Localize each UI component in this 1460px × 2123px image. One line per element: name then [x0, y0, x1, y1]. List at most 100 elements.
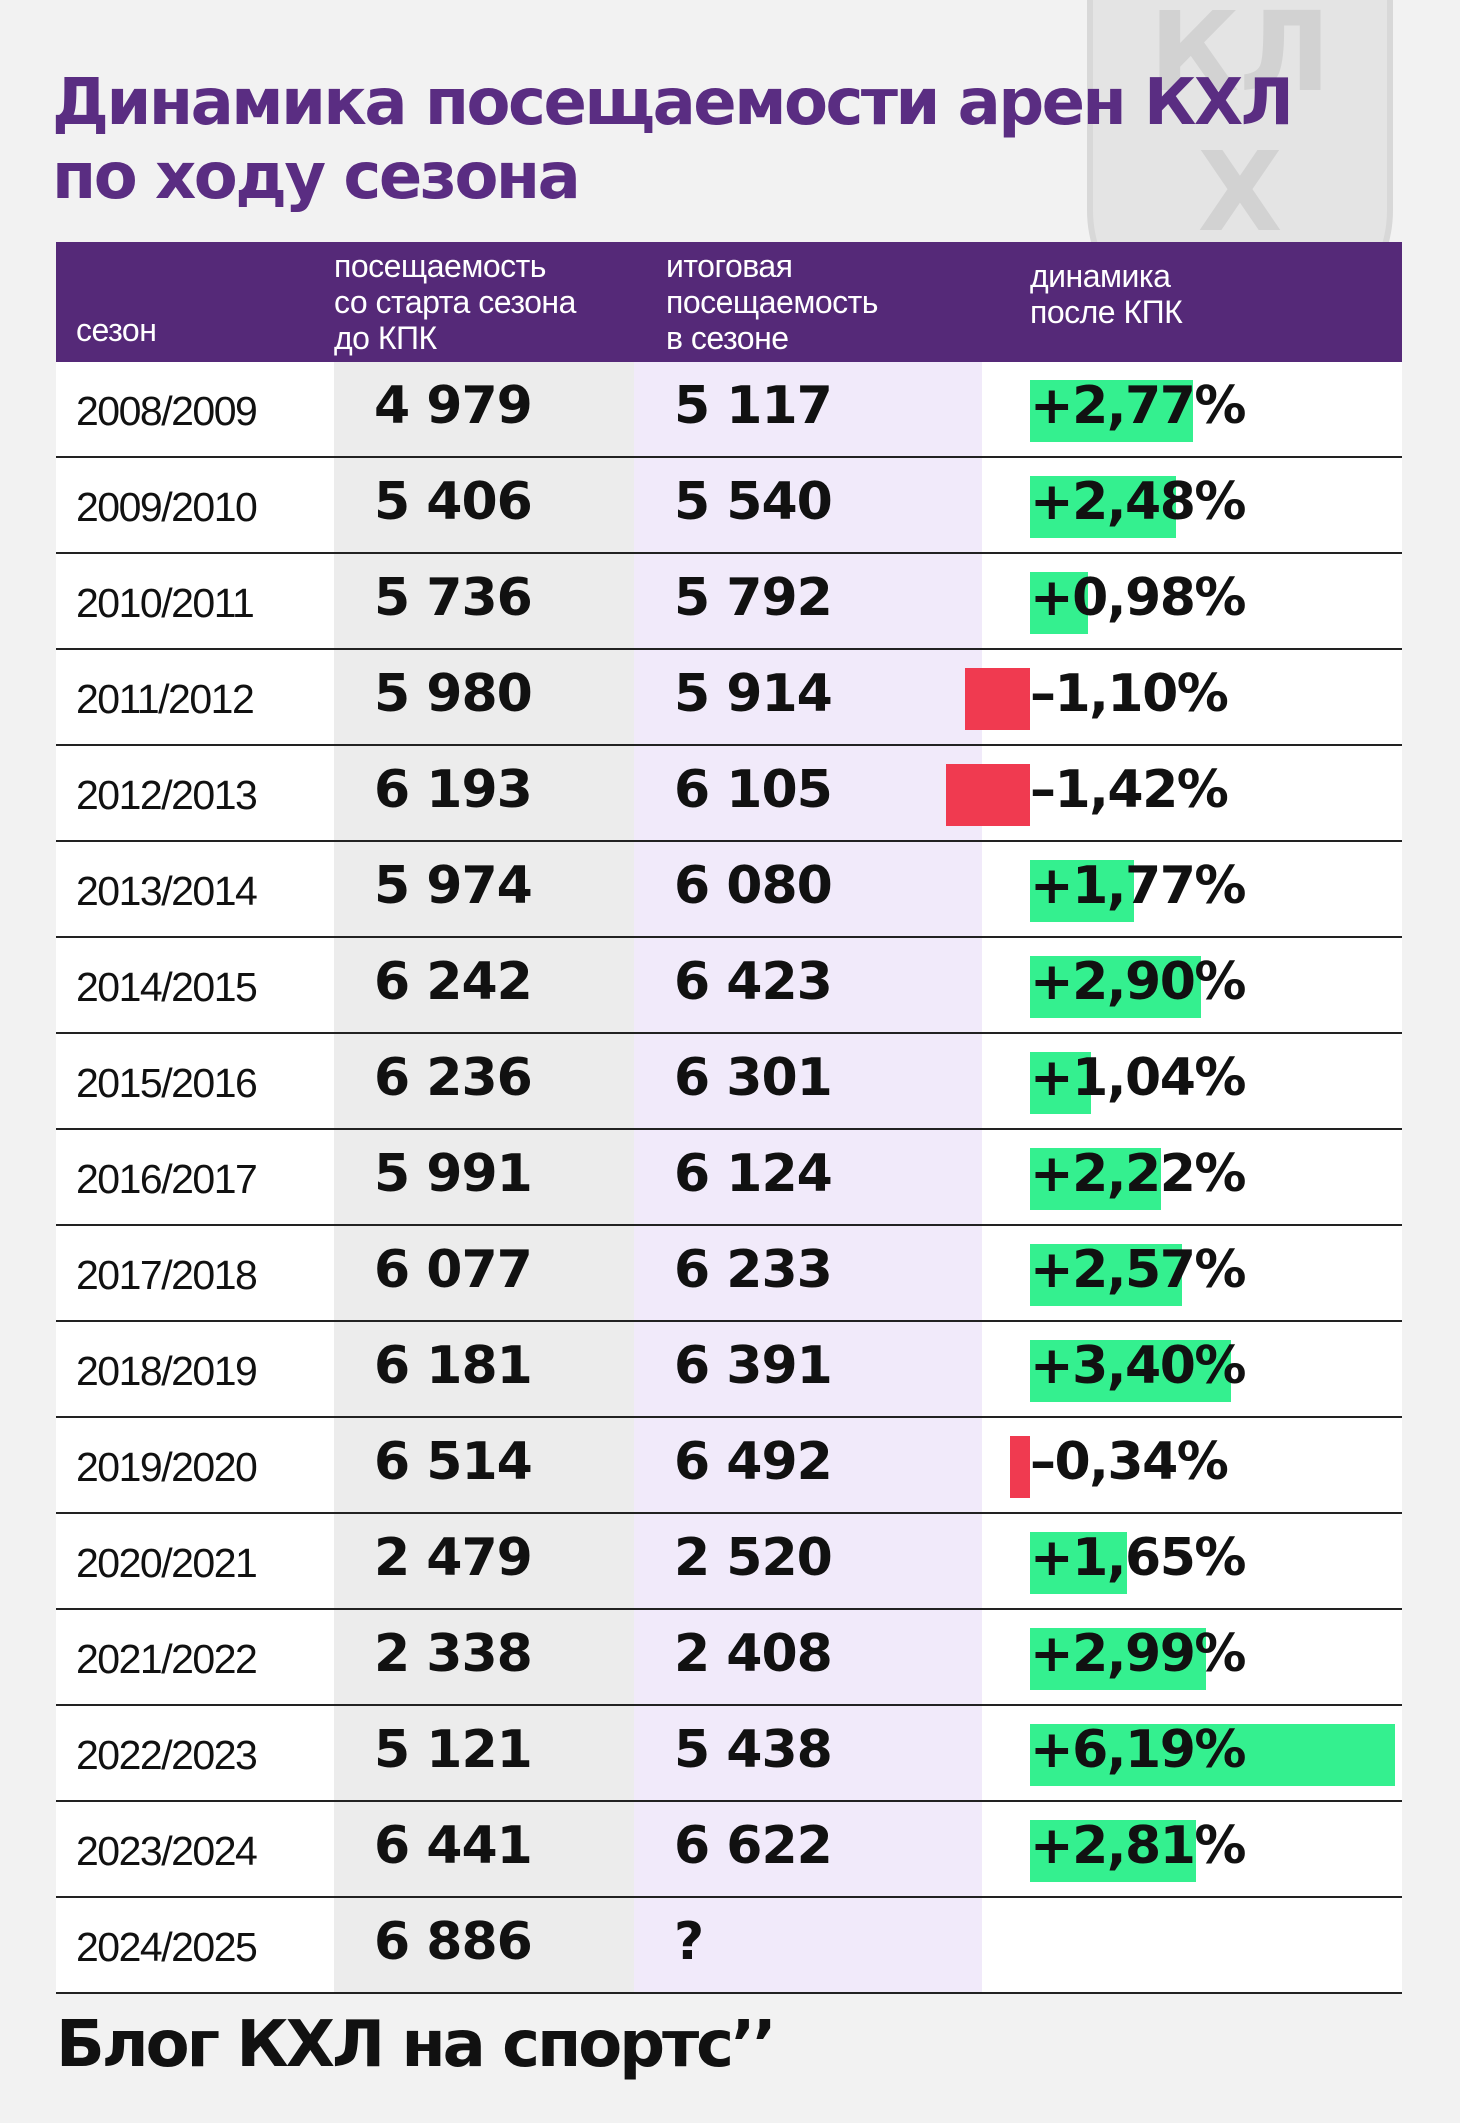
table-row: 2011/2012 5 980 5 914 –1,10% — [56, 650, 1402, 746]
column-shade-final — [634, 458, 982, 552]
positive-change-bar — [1030, 1724, 1396, 1786]
positive-change-bar — [1030, 956, 1202, 1018]
column-shade — [334, 1130, 634, 1224]
attendance-final-cell: 6 423 — [674, 952, 833, 1012]
positive-change-bar — [1030, 1628, 1207, 1690]
header-attendance-final: итоговая посещаемость в сезоне — [666, 248, 878, 356]
column-shade-final — [634, 554, 982, 648]
season-cell: 2021/2022 — [76, 1636, 258, 1682]
season-cell: 2011/2012 — [76, 676, 255, 722]
change-cell: –1,42% — [1030, 760, 1229, 820]
attendance-before-cell: 5 406 — [374, 472, 533, 532]
season-cell: 2014/2015 — [76, 964, 258, 1010]
positive-change-bar — [1030, 476, 1177, 538]
column-shade — [334, 458, 634, 552]
column-shade-final — [634, 650, 982, 744]
attendance-final-cell: 5 792 — [674, 568, 833, 628]
attendance-final-cell: 2 520 — [674, 1528, 833, 1588]
positive-change-bar — [1030, 572, 1088, 634]
attendance-final-cell: ? — [674, 1912, 704, 1972]
table-row: 2013/2014 5 974 6 080 +1,77% — [56, 842, 1402, 938]
column-shade-final — [634, 1418, 982, 1512]
season-cell: 2009/2010 — [76, 484, 258, 530]
attendance-final-cell: 5 540 — [674, 472, 833, 532]
change-cell: +2,90% — [1030, 952, 1246, 1012]
column-shade-final — [634, 746, 982, 840]
season-cell: 2019/2020 — [76, 1444, 258, 1490]
column-shade-final — [634, 1514, 982, 1608]
column-shade — [334, 1514, 634, 1608]
attendance-table: сезон посещаемость со старта сезона до К… — [56, 242, 1402, 1994]
season-cell: 2016/2017 — [76, 1156, 258, 1202]
attendance-before-cell: 6 193 — [374, 760, 533, 820]
attendance-before-cell: 6 236 — [374, 1048, 533, 1108]
positive-change-bar — [1030, 1340, 1231, 1402]
column-shade — [334, 1322, 634, 1416]
column-shade — [334, 1034, 634, 1128]
attendance-final-cell: 6 080 — [674, 856, 833, 916]
column-shade — [334, 1610, 634, 1704]
positive-change-bar — [1030, 860, 1135, 922]
attendance-final-cell: 6 391 — [674, 1336, 833, 1396]
column-shade-final — [634, 1610, 982, 1704]
season-cell: 2022/2023 — [76, 1732, 258, 1778]
table-row: 2016/2017 5 991 6 124 +2,22% — [56, 1130, 1402, 1226]
change-cell: +2,81% — [1030, 1816, 1246, 1876]
footer-brand: Блог КХЛ на спортс’’ — [56, 2008, 777, 2082]
positive-change-bar — [1030, 1052, 1092, 1114]
attendance-before-cell: 5 974 — [374, 856, 533, 916]
season-cell: 2008/2009 — [76, 388, 258, 434]
page-title: Динамика посещаемости арен КХЛ по ходу с… — [52, 66, 1432, 214]
attendance-final-cell: 6 233 — [674, 1240, 833, 1300]
attendance-before-cell: 6 441 — [374, 1816, 533, 1876]
attendance-before-cell: 6 181 — [374, 1336, 533, 1396]
table-header: сезон посещаемость со старта сезона до К… — [56, 242, 1402, 362]
change-cell: –0,34% — [1030, 1432, 1229, 1492]
attendance-before-cell: 5 121 — [374, 1720, 533, 1780]
season-cell: 2020/2021 — [76, 1540, 258, 1586]
attendance-before-cell: 5 980 — [374, 664, 533, 724]
column-shade — [334, 938, 634, 1032]
attendance-before-cell: 6 514 — [374, 1432, 533, 1492]
change-cell: +6,19% — [1030, 1720, 1246, 1780]
header-dynamics: динамика после КПК — [1030, 258, 1183, 330]
positive-change-bar — [1030, 1244, 1182, 1306]
attendance-final-cell: 6 105 — [674, 760, 833, 820]
attendance-before-cell: 5 991 — [374, 1144, 533, 1204]
negative-change-bar — [946, 764, 1030, 826]
header-season: сезон — [76, 312, 157, 348]
column-shade — [334, 746, 634, 840]
column-shade — [334, 1706, 634, 1800]
attendance-before-cell: 4 979 — [374, 376, 533, 436]
change-cell: +2,22% — [1030, 1144, 1246, 1204]
table-row: 2009/2010 5 406 5 540 +2,48% — [56, 458, 1402, 554]
table-body: 2008/2009 4 979 5 117 +2,77% 2009/2010 5 406 5… — [56, 362, 1402, 1994]
column-shade-final — [634, 1130, 982, 1224]
column-shade — [334, 362, 634, 456]
column-shade — [334, 842, 634, 936]
table-row: 2023/2024 6 441 6 622 +2,81% — [56, 1802, 1402, 1898]
column-shade — [334, 554, 634, 648]
svg-text:Х: Х — [1198, 128, 1283, 256]
column-shade-final — [634, 842, 982, 936]
column-shade — [334, 1226, 634, 1320]
column-shade-final — [634, 1802, 982, 1896]
table-row: 2019/2020 6 514 6 492 –0,34% — [56, 1418, 1402, 1514]
table-row: 2024/2025 6 886? — [56, 1898, 1402, 1994]
negative-change-bar — [965, 668, 1030, 730]
table-row: 2015/2016 6 236 6 301 +1,04% — [56, 1034, 1402, 1130]
attendance-final-cell: 5 438 — [674, 1720, 833, 1780]
column-shade-final — [634, 1034, 982, 1128]
title-line-2: по ходу сезона — [52, 140, 581, 214]
table-row: 2018/2019 6 181 6 391 +3,40% — [56, 1322, 1402, 1418]
header-attendance-before: посещаемость со старта сезона до КПК — [334, 248, 576, 356]
change-cell: +2,57% — [1030, 1240, 1246, 1300]
attendance-before-cell: 2 479 — [374, 1528, 533, 1588]
attendance-before-cell: 5 736 — [374, 568, 533, 628]
table-row: 2012/2013 6 193 6 105 –1,42% — [56, 746, 1402, 842]
change-cell: +3,40% — [1030, 1336, 1246, 1396]
change-cell: +2,48% — [1030, 472, 1246, 532]
season-cell: 2013/2014 — [76, 868, 258, 914]
attendance-final-cell: 6 492 — [674, 1432, 833, 1492]
attendance-before-cell: 2 338 — [374, 1624, 533, 1684]
